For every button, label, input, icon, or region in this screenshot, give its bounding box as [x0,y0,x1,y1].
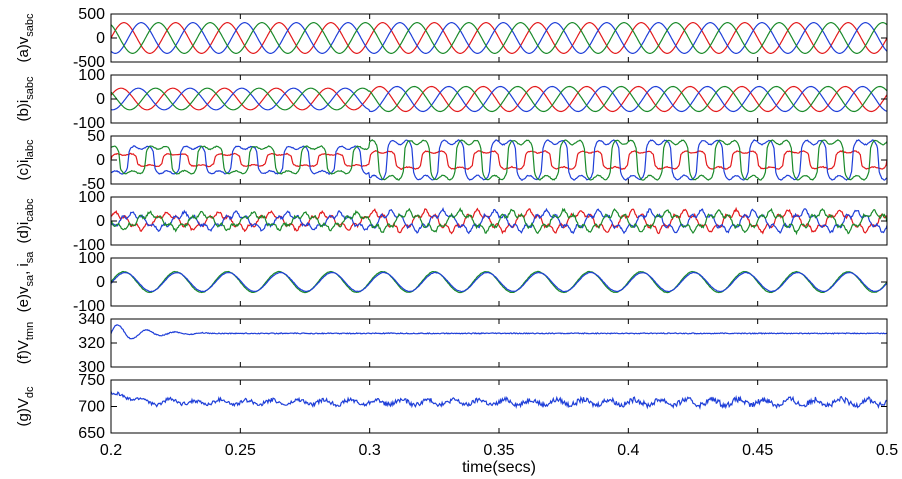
series-line-2 [111,139,887,181]
plot-frame [110,379,888,434]
y-tick-label: 100 [78,67,105,84]
y-tick-label: 0 [96,213,105,230]
series-line-1 [111,324,887,340]
x-tick-label: 0.25 [225,442,256,459]
y-tick-label: 300 [78,359,105,376]
series-line-1 [111,270,887,294]
series-line-3 [111,85,887,113]
y-tick-label: -50 [82,176,105,193]
y-tick-label: 50 [87,128,105,145]
x-axis-label: time(secs) [462,459,536,476]
panel-f: 340 320 300 (f)Vtmn [15,311,888,376]
y-tick-label: 100 [78,250,105,267]
y-axis-label: (e)vsa, isa [15,251,36,313]
y-axis-label: (g)Vdc [15,386,36,426]
panel-c: 50 0 -50 (c)ilabc [15,128,888,193]
panel-b: 100 0 -100 (b)isabc [15,67,888,132]
y-tick-label: 0 [96,91,105,108]
panel-g: 750 700 650 (g)Vdc [15,372,888,442]
y-tick-label: 0 [96,274,105,291]
y-tick-label: -100 [73,115,105,132]
x-tick-label: 0.3 [359,442,381,459]
panel-a: 500 0 -500 (a)vsabc [15,6,888,71]
series-line-2 [111,21,887,55]
x-axis: 0.2 0.25 0.3 0.35 0.4 0.45 0.5 time(secs) [100,442,898,476]
y-axis-label: (c)ilabc [15,139,36,181]
series-line-1 [111,391,887,411]
x-tick-label: 0.2 [100,442,122,459]
series-line-1 [111,206,887,235]
plot-frame [110,74,888,124]
y-tick-label: -500 [73,54,105,71]
series-line-3 [111,139,887,181]
series-line-2 [111,85,887,113]
y-axis-label: (f)Vtmn [15,322,36,365]
series-line-3 [111,207,887,236]
y-tick-label: 650 [78,425,105,442]
y-axis-label: (d)icabc [15,198,36,243]
y-tick-label: -100 [73,237,105,254]
series-line-1 [111,21,887,55]
x-tick-label: 0.5 [876,442,898,459]
x-tick-label: 0.45 [742,442,773,459]
plot-frame [110,318,888,368]
y-tick-label: 750 [78,372,105,389]
y-tick-label: 0 [96,152,105,169]
panel-d: 100 0 -100 (d)icabc [15,189,888,254]
y-tick-label: 340 [78,311,105,328]
y-axis-label: (a)vsabc [15,13,36,63]
panel-e: 100 0 -100 (e)vsa, isa [15,250,888,315]
y-tick-label: 700 [78,399,105,416]
series-line-1 [111,150,887,171]
y-tick-label: 320 [78,335,105,352]
y-tick-label: 0 [96,30,105,47]
series-line-2 [111,271,887,293]
x-tick-label: 0.35 [483,442,514,459]
x-tick-label: 0.4 [617,442,639,459]
y-axis-label: (b)isabc [15,76,36,121]
series-line-3 [111,21,887,55]
series-line-1 [111,85,887,113]
y-tick-label: 500 [78,6,105,23]
y-tick-label: 100 [78,189,105,206]
series-line-2 [111,207,887,235]
y-tick-label: -100 [73,298,105,315]
